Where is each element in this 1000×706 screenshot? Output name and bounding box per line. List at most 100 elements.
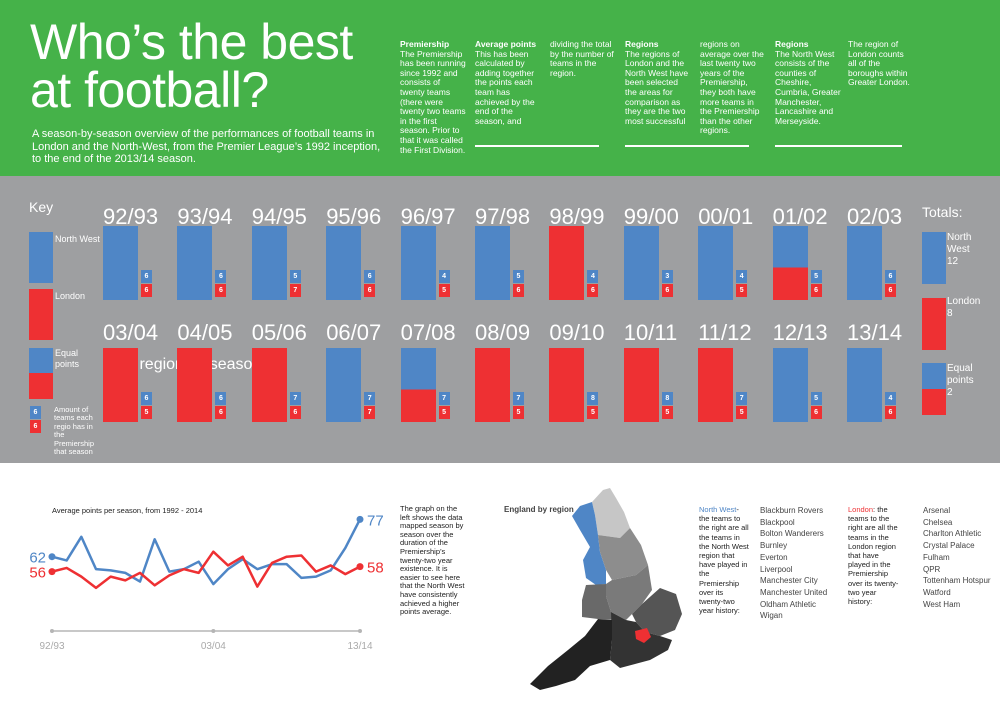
north-west-point (256, 568, 259, 570)
info-text: regions on average over the last twenty … (700, 39, 764, 136)
info-text: The Premiership has been running since 1… (400, 48, 466, 155)
winner-bar-lon (475, 348, 510, 422)
north-west-point (48, 553, 56, 561)
north-west-team-count: 3 (661, 270, 673, 283)
london-team-count: 5 (141, 406, 152, 419)
points-line-chart: Average points per season, from 1992 - 2… (29, 506, 384, 652)
north-west-team-list: Blackburn Rovers Blackpool Bolton Wanderer… (760, 505, 840, 622)
key-north-west-swatch (29, 232, 53, 283)
graph-note: The graph on the left shows the data map… (400, 504, 465, 617)
totals-value: 12 (947, 256, 959, 267)
winner-bar-nw (623, 226, 659, 300)
team-name: Watford (923, 587, 951, 597)
north-west-point (344, 547, 347, 549)
team-name: Wigan (760, 611, 783, 621)
north-west-team-count: 4 (885, 392, 896, 405)
north-west-point (329, 569, 332, 572)
season-label: 97/98 (475, 204, 531, 229)
london-point (48, 568, 56, 576)
north-west-point (212, 583, 215, 585)
season-label: 96/97 (400, 204, 456, 229)
key-london-label: London (55, 291, 86, 301)
north-west-team-count: 7 (736, 392, 748, 405)
team-name: Chelsea (923, 517, 953, 527)
season-label: 11/12 (698, 320, 752, 345)
team-name: Liverpool (760, 564, 793, 574)
totals-london: London 8 (947, 296, 980, 320)
winner-bar-nw (326, 348, 362, 422)
london-team-count: 6 (810, 284, 822, 297)
london-team-list: Arsenal Chelsea Charlton Athletic Crystal P… (923, 505, 1000, 610)
region-east (632, 588, 682, 636)
region-south-east (610, 612, 672, 668)
team-name: Oldham Athletic (760, 599, 817, 609)
season-label: 09/10 (549, 320, 605, 345)
region-north-west (572, 502, 606, 585)
region-north-east (592, 488, 630, 538)
x-tick-label: 13/14 (347, 641, 372, 652)
totals-equal-swatch-top (922, 363, 946, 389)
key-nw-count-sample: 6 (30, 406, 41, 419)
divider (475, 145, 599, 147)
north-west-point (356, 515, 364, 523)
info-column-london: The region of London counts all of the b… (848, 39, 914, 88)
north-west-point (80, 535, 83, 538)
winner-bar-nw (177, 226, 213, 300)
london-team-count: 6 (215, 284, 227, 297)
north-west-point (95, 568, 97, 570)
london-teams-intro: London: the teams to the right are all t… (848, 505, 900, 606)
season-label: 07/08 (400, 320, 456, 345)
winner-bar-nw (698, 226, 734, 300)
north-west-team-count: 5 (810, 392, 822, 405)
info-column-premiership: Premiership The Premiership has been runn… (400, 39, 466, 155)
divider (625, 145, 749, 147)
info-heading: Regions (625, 39, 659, 49)
north-west-team-count: 8 (587, 392, 599, 405)
team-name: Blackpool (760, 517, 795, 527)
totals-value: 2 (947, 387, 953, 398)
season-label: 00/01 (698, 204, 754, 229)
london-point (95, 587, 97, 589)
london-point (212, 550, 215, 553)
x-tick (50, 629, 54, 633)
london-team-count: 6 (810, 406, 822, 419)
season-label: 12/13 (772, 320, 828, 345)
north-west-team-count: 6 (141, 270, 152, 283)
header-banner: Who’s the best at football? A season-by-… (0, 0, 1000, 176)
london-point (285, 555, 288, 558)
info-column-average-points-cont: dividing the total by the number of team… (550, 39, 616, 78)
north-west-point (300, 577, 303, 579)
region-london (635, 628, 651, 643)
london-team-count: 6 (587, 284, 599, 297)
london-point (271, 562, 273, 564)
team-name: Charlton Athletic (923, 529, 982, 539)
london-point (124, 579, 127, 582)
north-west-team-count: 5 (289, 270, 301, 283)
divider (775, 145, 902, 147)
winner-bar-nw (772, 348, 808, 422)
key-equal-swatch-top (29, 348, 53, 373)
london-team-count: 7 (364, 406, 376, 419)
chart-title: Average points per season, from 1992 - 2… (52, 506, 202, 515)
intro-text: : the teams to the right are all the tea… (848, 505, 899, 607)
london-point (241, 555, 244, 558)
x-tick-label: 03/04 (201, 641, 226, 652)
north-west-end-label: 77 (367, 512, 384, 529)
team-name: Everton (760, 552, 788, 562)
north-west-label: North West (699, 505, 737, 514)
team-name: Blackburn Rovers (760, 506, 824, 515)
north-west-team-count: 6 (885, 270, 896, 283)
subtitle: A season-by-season overview of the perfo… (32, 128, 381, 165)
totals-title: Totals: (922, 204, 963, 220)
info-heading: Premiership (400, 39, 450, 49)
info-heading: Regions (775, 39, 809, 49)
north-west-point (65, 559, 68, 562)
london-point (256, 585, 259, 588)
london-point (344, 573, 347, 575)
info-column-average-points: Average points This has been calculated b… (475, 39, 541, 126)
team-name: Manchester City (760, 576, 818, 586)
london-point (168, 574, 171, 577)
north-west-team-count: 6 (215, 392, 227, 405)
season-label: 94/95 (251, 204, 307, 229)
season-label: 10/11 (623, 320, 678, 345)
